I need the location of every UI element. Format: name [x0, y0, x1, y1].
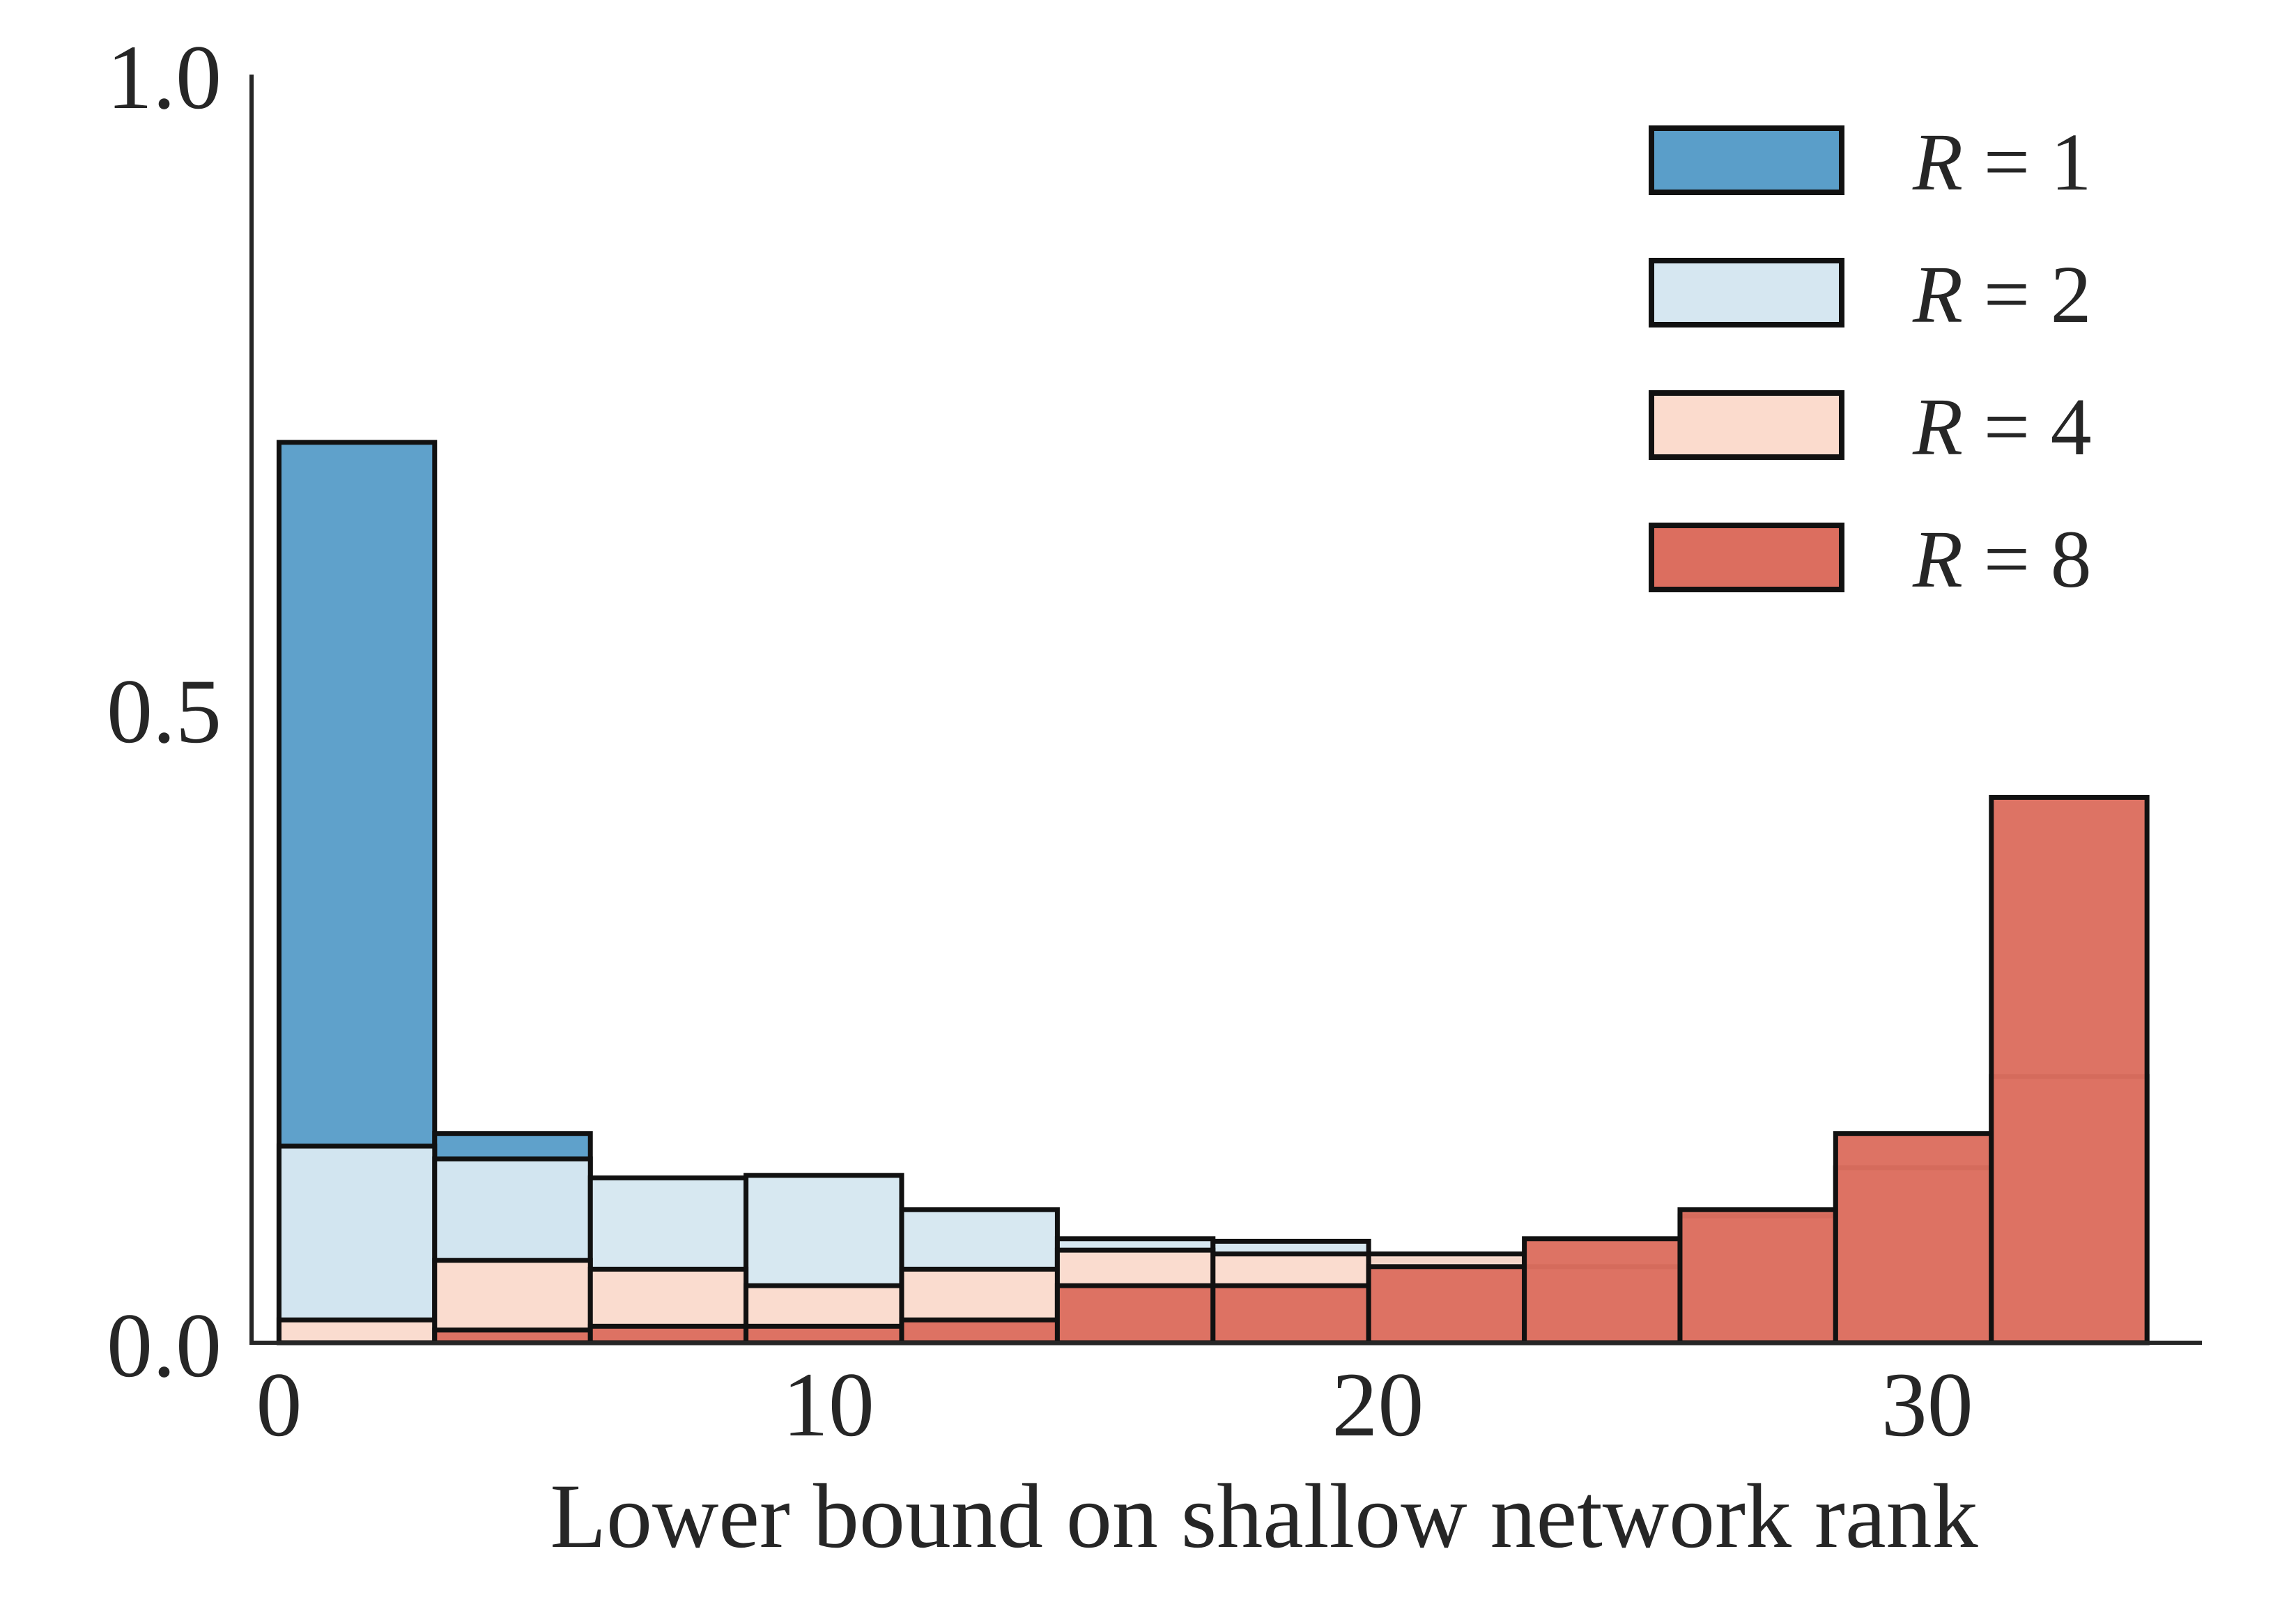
bar-r8-bin-5	[1054, 1283, 1216, 1346]
legend-swatch	[1649, 523, 1844, 592]
legend-label: R = 4	[1912, 381, 2092, 472]
x-tick-label: 30	[1881, 1353, 1973, 1456]
bars-layer	[276, 440, 2150, 1346]
bar-r8-bin-9	[1677, 1207, 1838, 1346]
bar-r2-bin-0	[276, 1143, 438, 1346]
legend-label: R = 2	[1912, 249, 2092, 340]
bar-r8-bin-7	[1366, 1264, 1527, 1346]
ticks-layer: 0 10 20 30 0.0 0.5 1.0	[107, 26, 1973, 1456]
legend-label: R = 8	[1912, 514, 2092, 605]
y-tick-label: 0.5	[107, 660, 222, 762]
bar-r8-bin-11	[1989, 794, 2150, 1346]
bar-r8-bin-3	[743, 1323, 904, 1346]
series-8	[432, 794, 2150, 1346]
bar-r8-bin-6	[1210, 1283, 1371, 1346]
y-tick-label: 0.0	[107, 1294, 222, 1396]
bar-r4-bin-0	[276, 1317, 438, 1346]
legend-label: R = 1	[1912, 116, 2092, 208]
legend-item-r8: R = 8	[1649, 514, 2092, 605]
axes-layer	[249, 75, 2202, 1345]
legend-swatch	[1649, 125, 1844, 195]
x-tick-label: 10	[783, 1353, 875, 1456]
bar-r8-bin-2	[587, 1323, 749, 1346]
bar-r8-bin-8	[1522, 1236, 1683, 1346]
legend-item-r2: R = 2	[1649, 249, 2092, 340]
bar-r8-bin-10	[1833, 1131, 1994, 1346]
x-axis-label: Lower bound on shallow network rank	[550, 1465, 1978, 1567]
legend-swatch	[1649, 258, 1844, 327]
legend-swatch	[1649, 390, 1844, 460]
legend: R = 1 R = 2 R = 4 R = 8	[1649, 116, 2092, 605]
legend-item-r4: R = 4	[1649, 381, 2092, 472]
bar-r8-bin-4	[899, 1317, 1060, 1346]
y-tick-label: 1.0	[107, 26, 222, 128]
legend-item-r1: R = 1	[1649, 116, 2092, 208]
x-tick-label: 0	[256, 1353, 302, 1456]
x-tick-label: 20	[1332, 1353, 1424, 1456]
